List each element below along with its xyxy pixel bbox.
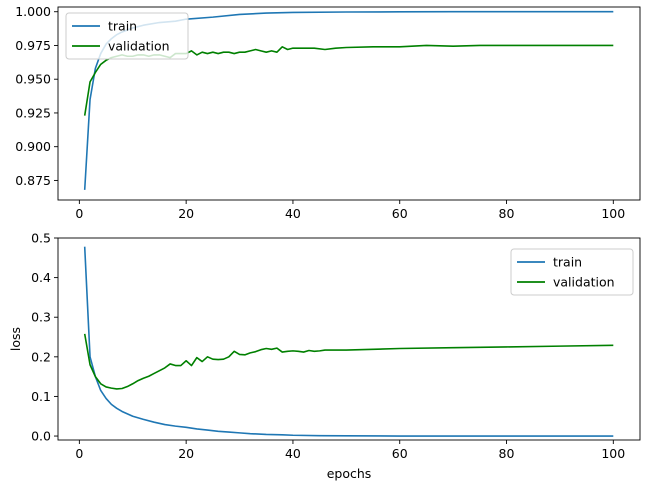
x-tick-label: 80 [499,446,515,461]
x-tick-label: 20 [178,206,194,221]
y-axis-label: loss [8,327,23,351]
y-tick-label: 0.3 [31,310,51,325]
legend-label-train: train [108,19,137,34]
y-tick-label: 0.0 [31,429,51,444]
x-axis-label: epochs [327,466,372,481]
series-line-train-bottom [83,246,614,437]
y-tick-label: 0.950 [15,72,51,87]
x-tick-label: 60 [392,206,408,221]
legend-label-validation: validation [108,39,170,54]
x-tick-label: 60 [392,446,408,461]
y-tick-label: 0.2 [31,349,51,364]
y-tick-label: 0.5 [31,231,51,246]
plot-frame-bottom [57,237,641,441]
x-tick-label: 0 [75,206,83,221]
legend-label-train: train [553,255,582,270]
y-tick-label: 0.975 [15,38,51,53]
y-tick-label: 0.1 [31,389,51,404]
series-line-validation-bottom [83,333,614,390]
plot-frame-top [57,6,641,201]
y-tick-label: 0.925 [15,105,51,120]
legend-label-validation: validation [553,275,615,290]
y-tick-label: 1.000 [15,4,51,19]
x-tick-label: 40 [285,206,301,221]
x-tick-label: 100 [601,446,625,461]
y-tick-label: 0.4 [31,270,51,285]
x-tick-label: 100 [601,206,625,221]
x-tick-label: 0 [75,446,83,461]
x-tick-label: 20 [178,446,194,461]
y-tick-label: 0.900 [15,139,51,154]
x-tick-label: 40 [285,446,301,461]
x-tick-label: 80 [499,206,515,221]
y-tick-label: 0.875 [15,173,51,188]
legend-box [510,248,634,296]
legend-box [65,12,189,60]
